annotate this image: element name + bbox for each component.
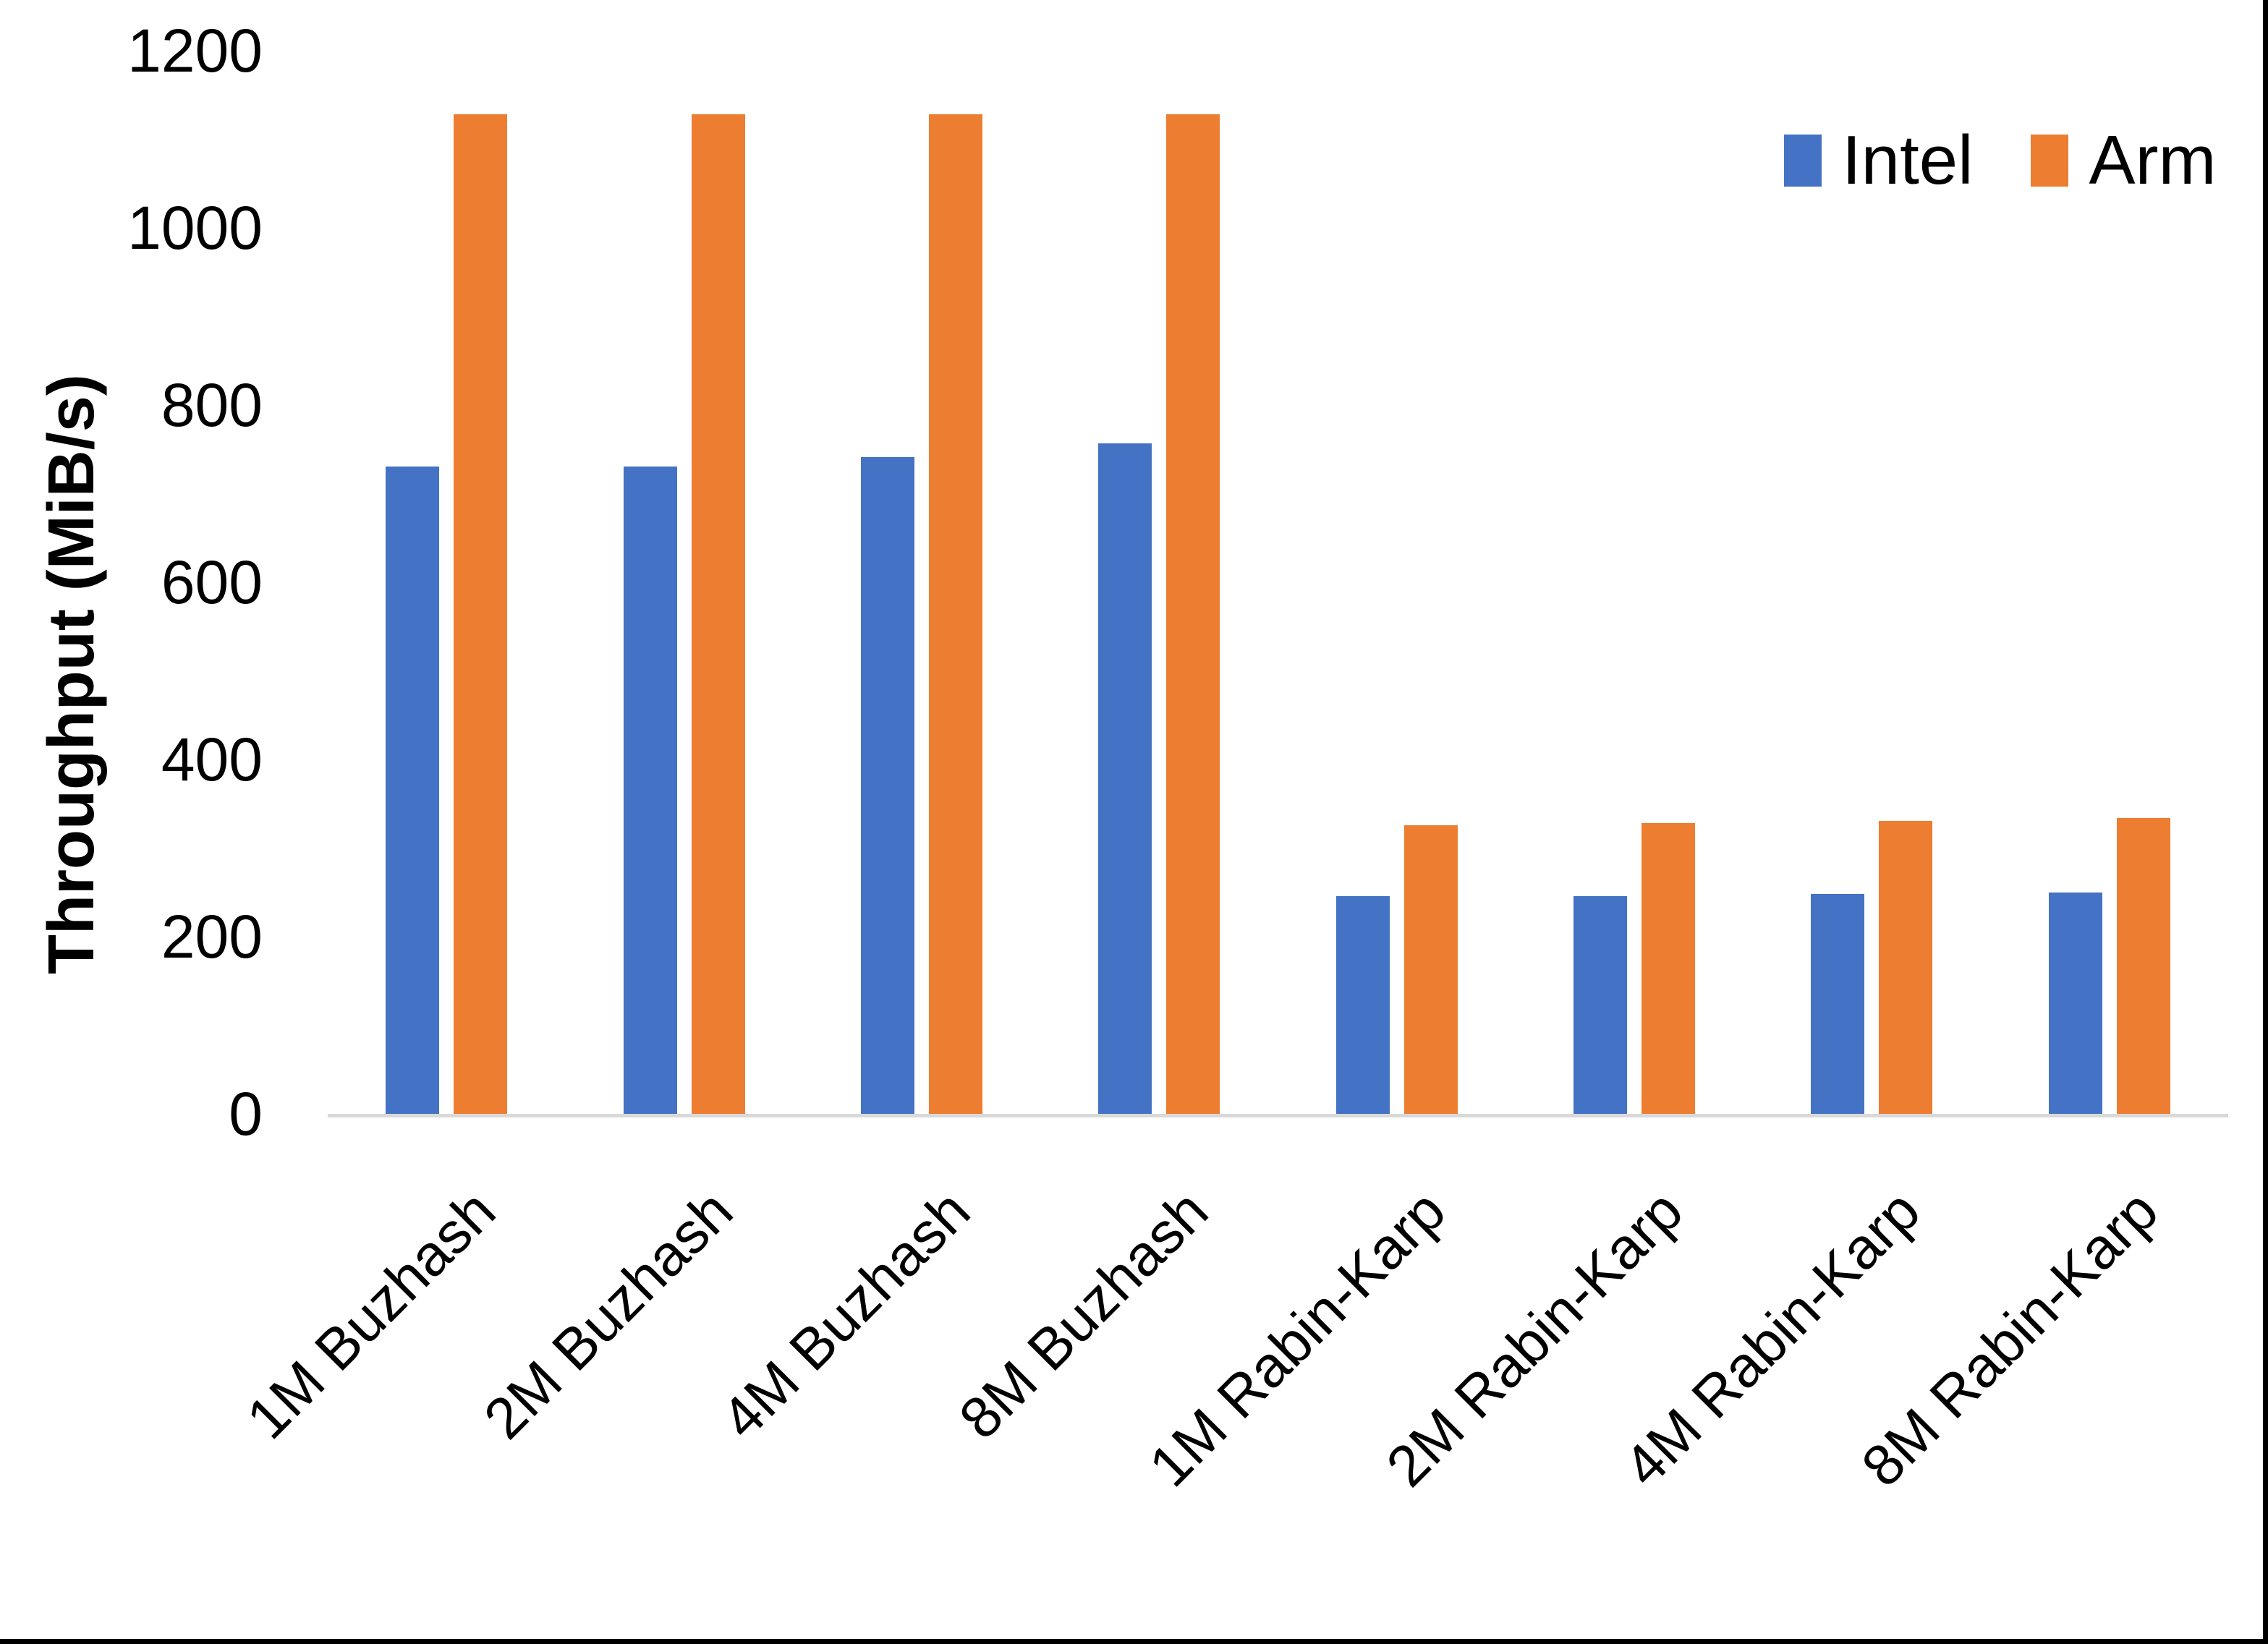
bar-arm-2m-buzhash (691, 114, 745, 1114)
y-tick-label-1000: 1000 (127, 194, 263, 262)
legend-label-intel: Intel (1842, 122, 1974, 199)
category-label-2m-buzhash: 2M Buzhash (471, 1177, 745, 1452)
bar-arm-1m-rabin-karp (1403, 825, 1458, 1114)
bar-intel-1m-buzhash (386, 466, 440, 1114)
y-tick-label-200: 200 (161, 903, 263, 971)
category-label-1m-buzhash: 1M Buzhash (234, 1177, 507, 1452)
right-frame-edge (2263, 0, 2268, 1644)
bar-intel-1m-rabin-karp (1335, 895, 1390, 1114)
bar-arm-2m-rabin-karp (1641, 823, 1696, 1114)
bar-arm-1m-buzhash (454, 114, 508, 1114)
category-label-4m-buzhash: 4M Buzhash (709, 1177, 982, 1452)
bar-intel-2m-rabin-karp (1573, 895, 1628, 1114)
legend-item-arm: Arm (2031, 124, 2216, 197)
plot-area (328, 51, 2228, 1117)
bar-arm-8m-buzhash (1166, 114, 1220, 1114)
bar-intel-2m-buzhash (623, 466, 677, 1114)
legend: Intel Arm (1784, 124, 2216, 197)
legend-swatch-intel (1784, 135, 1822, 187)
bar-intel-4m-buzhash (860, 457, 914, 1114)
bar-arm-4m-buzhash (928, 114, 982, 1114)
bottom-frame-edge (0, 1639, 2268, 1644)
y-tick-label-600: 600 (161, 548, 263, 616)
legend-item-intel: Intel (1784, 124, 1973, 197)
y-tick-label-400: 400 (161, 725, 263, 793)
bar-arm-4m-rabin-karp (1879, 820, 1933, 1114)
bar-arm-8m-rabin-karp (2116, 817, 2170, 1114)
legend-label-arm: Arm (2089, 122, 2217, 199)
y-tick-label-800: 800 (161, 371, 263, 439)
y-tick-label-0: 0 (229, 1080, 263, 1148)
legend-swatch-arm (2031, 135, 2069, 187)
bar-intel-8m-buzhash (1098, 443, 1152, 1114)
bar-intel-8m-rabin-karp (2048, 892, 2102, 1114)
y-tick-label-1200: 1200 (127, 17, 263, 85)
bar-intel-4m-rabin-karp (1811, 894, 1865, 1114)
